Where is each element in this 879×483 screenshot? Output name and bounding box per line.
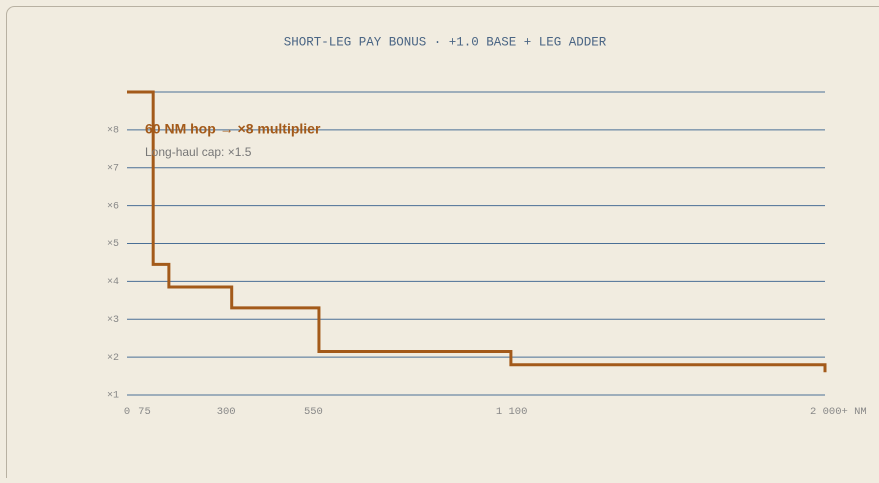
chart-title: SHORT-LEG PAY BONUS · +1.0 BASE + LEG AD… — [284, 35, 607, 49]
annotation: Long-haul cap: ×1.5 — [145, 145, 252, 159]
y-tick-label: ×1 — [107, 391, 119, 402]
y-tick-label: ×3 — [107, 315, 119, 326]
x-tick-label: 0 — [124, 406, 130, 418]
x-tick-label: 1 100 — [496, 406, 528, 418]
x-tick-label: 75 — [138, 406, 151, 418]
y-tick-label: ×6 — [107, 201, 119, 212]
x-tick-label: 2 000+ NM — [810, 406, 867, 418]
y-tick-label: ×5 — [107, 239, 119, 250]
y-tick-label: ×2 — [107, 353, 119, 364]
x-tick-label: 550 — [304, 406, 323, 418]
x-tick-label: 300 — [217, 406, 236, 418]
annotation: 60 NM hop → ×8 multiplier — [145, 121, 321, 137]
y-tick-label: ×7 — [107, 163, 119, 174]
y-tick-label: ×8 — [107, 126, 119, 137]
y-tick-label: ×4 — [107, 277, 119, 288]
